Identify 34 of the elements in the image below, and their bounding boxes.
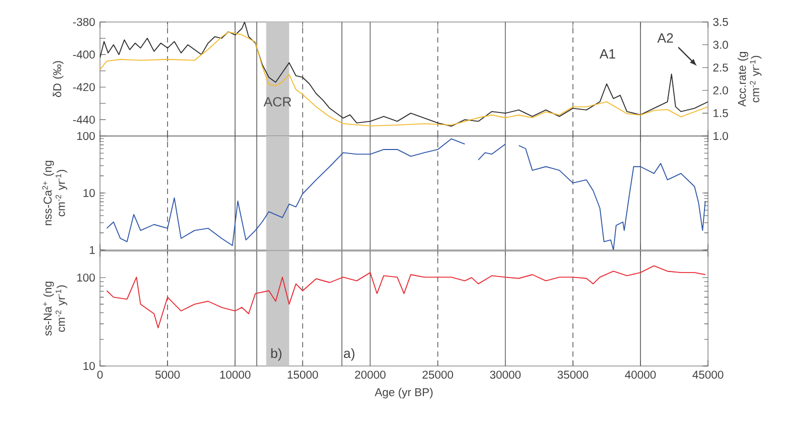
annotation: b)	[271, 348, 282, 361]
x-tick-label: 25000	[422, 370, 454, 379]
x-tick-label: 5000	[155, 370, 180, 379]
x-tick-label: 40000	[624, 370, 656, 379]
annotation: A1	[600, 49, 616, 58]
y2-tick-label: 2.5	[713, 64, 728, 72]
y-tick-label: 10	[84, 362, 95, 370]
band-label: ACR	[264, 97, 292, 106]
y2-tick-label: 2.0	[713, 86, 728, 94]
x-axis-title: Age (yr BP)	[374, 388, 433, 398]
x-tick-label: 20000	[355, 370, 386, 379]
y-tick-label: 10	[84, 188, 95, 197]
x-tick-label: 35000	[558, 370, 588, 379]
y-tick-label: -380	[73, 18, 95, 26]
y-tick-label: -400	[73, 50, 95, 59]
annotation: A2	[657, 33, 673, 43]
y2-tick-label: 1.5	[714, 109, 728, 118]
y-tick-label: -440	[73, 116, 95, 124]
x-tick-label: 10000	[220, 370, 250, 379]
y-tick-label: 100	[77, 274, 95, 282]
y2-tick-label: 1.0	[714, 132, 728, 140]
x-tick-label: 30000	[490, 370, 521, 379]
x-tick-label: 15000	[288, 370, 318, 379]
y-tick-label: 1	[90, 246, 95, 254]
y2-tick-label: 3.5	[713, 18, 728, 26]
y-tick-label: -420	[73, 83, 95, 92]
annotation: a)	[344, 348, 354, 361]
text: ss-Na$^{+}$ (ng cm$^{-2}$ yr$^{-1}$)	[43, 282, 68, 336]
x-tick-label: 45000	[692, 370, 724, 379]
x-tick-label: 0	[97, 370, 103, 379]
text: nss-Ca$^{2+}$ (ng cm$^{-2}$ yr$^{-1}$)	[42, 160, 68, 226]
y-axis-title: δD (‰)	[52, 61, 64, 98]
y2-tick-label: 3.0	[713, 40, 728, 49]
y-tick-label: 100	[77, 132, 95, 140]
